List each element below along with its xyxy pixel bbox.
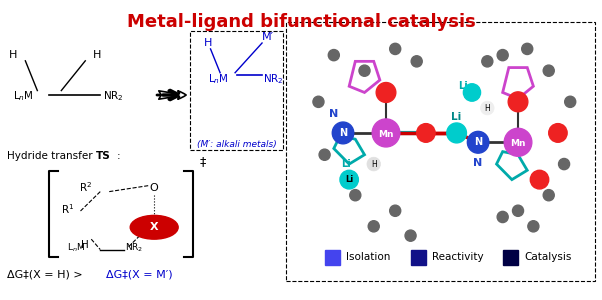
Bar bbox=[324, 250, 340, 265]
Circle shape bbox=[504, 128, 532, 156]
Text: H: H bbox=[204, 38, 213, 48]
Circle shape bbox=[530, 170, 549, 189]
Text: Reactivity: Reactivity bbox=[432, 252, 483, 262]
Circle shape bbox=[565, 96, 576, 107]
Text: H: H bbox=[81, 240, 89, 250]
Text: H: H bbox=[9, 50, 17, 60]
Circle shape bbox=[482, 56, 493, 67]
Text: N: N bbox=[339, 128, 347, 138]
FancyArrowPatch shape bbox=[163, 91, 178, 99]
Text: Mn: Mn bbox=[510, 139, 526, 148]
Circle shape bbox=[359, 65, 370, 76]
Text: N: N bbox=[474, 137, 482, 147]
Text: Li: Li bbox=[345, 175, 353, 184]
Text: Li: Li bbox=[452, 112, 462, 122]
Circle shape bbox=[368, 221, 379, 232]
Circle shape bbox=[389, 43, 401, 55]
Text: L$_n$M: L$_n$M bbox=[67, 242, 85, 254]
Circle shape bbox=[130, 215, 178, 239]
Text: H: H bbox=[93, 50, 102, 60]
Circle shape bbox=[508, 92, 528, 112]
Circle shape bbox=[389, 205, 401, 216]
Text: NR$_2$: NR$_2$ bbox=[263, 72, 284, 86]
Text: ΔG‡(X = H) >: ΔG‡(X = H) > bbox=[7, 270, 87, 280]
Circle shape bbox=[464, 84, 480, 101]
Text: Metal-ligand bifunctional catalysis: Metal-ligand bifunctional catalysis bbox=[126, 13, 476, 31]
Text: ΔG‡(X = M′): ΔG‡(X = M′) bbox=[106, 270, 173, 280]
Text: H: H bbox=[371, 160, 377, 169]
Text: X: X bbox=[150, 222, 158, 232]
Text: TS: TS bbox=[96, 151, 111, 161]
Circle shape bbox=[543, 65, 554, 76]
Text: L$_n$M: L$_n$M bbox=[208, 72, 229, 86]
Text: M′: M′ bbox=[262, 32, 274, 42]
Circle shape bbox=[559, 158, 569, 170]
Circle shape bbox=[367, 157, 380, 171]
Text: Mn: Mn bbox=[378, 130, 394, 139]
Text: H: H bbox=[485, 103, 490, 112]
Circle shape bbox=[411, 56, 422, 67]
Circle shape bbox=[350, 190, 361, 201]
Text: N: N bbox=[474, 158, 483, 167]
Circle shape bbox=[497, 50, 508, 61]
Circle shape bbox=[528, 221, 539, 232]
Text: Li: Li bbox=[458, 81, 468, 91]
Circle shape bbox=[549, 124, 567, 142]
Circle shape bbox=[512, 205, 524, 216]
Text: Catalysis: Catalysis bbox=[524, 252, 571, 262]
Circle shape bbox=[522, 43, 533, 55]
Text: O: O bbox=[150, 183, 158, 193]
Text: :: : bbox=[116, 151, 120, 161]
Circle shape bbox=[405, 230, 416, 241]
Text: R$^2$: R$^2$ bbox=[79, 180, 93, 194]
Bar bbox=[503, 250, 518, 265]
Circle shape bbox=[543, 190, 554, 201]
Circle shape bbox=[376, 82, 396, 102]
Text: N: N bbox=[329, 109, 338, 119]
Text: ‡: ‡ bbox=[199, 155, 205, 168]
Circle shape bbox=[332, 122, 354, 144]
Text: (M′: alkali metals): (M′: alkali metals) bbox=[197, 140, 277, 148]
Circle shape bbox=[467, 131, 489, 153]
Circle shape bbox=[328, 50, 340, 61]
Text: Isolation: Isolation bbox=[346, 252, 391, 262]
Circle shape bbox=[340, 170, 358, 189]
Circle shape bbox=[319, 149, 330, 160]
Circle shape bbox=[480, 101, 494, 115]
Circle shape bbox=[313, 96, 324, 107]
Text: NR$_2$: NR$_2$ bbox=[104, 90, 124, 104]
Text: R$^1$: R$^1$ bbox=[61, 203, 75, 217]
Circle shape bbox=[417, 124, 435, 142]
Bar bbox=[411, 250, 426, 265]
Circle shape bbox=[372, 119, 400, 147]
Circle shape bbox=[447, 123, 467, 143]
Text: Hydride transfer: Hydride transfer bbox=[7, 151, 96, 161]
Circle shape bbox=[497, 212, 508, 223]
Text: NR$_2$: NR$_2$ bbox=[125, 242, 143, 254]
Text: L$_n$M: L$_n$M bbox=[13, 90, 34, 104]
Text: Li: Li bbox=[341, 159, 351, 169]
